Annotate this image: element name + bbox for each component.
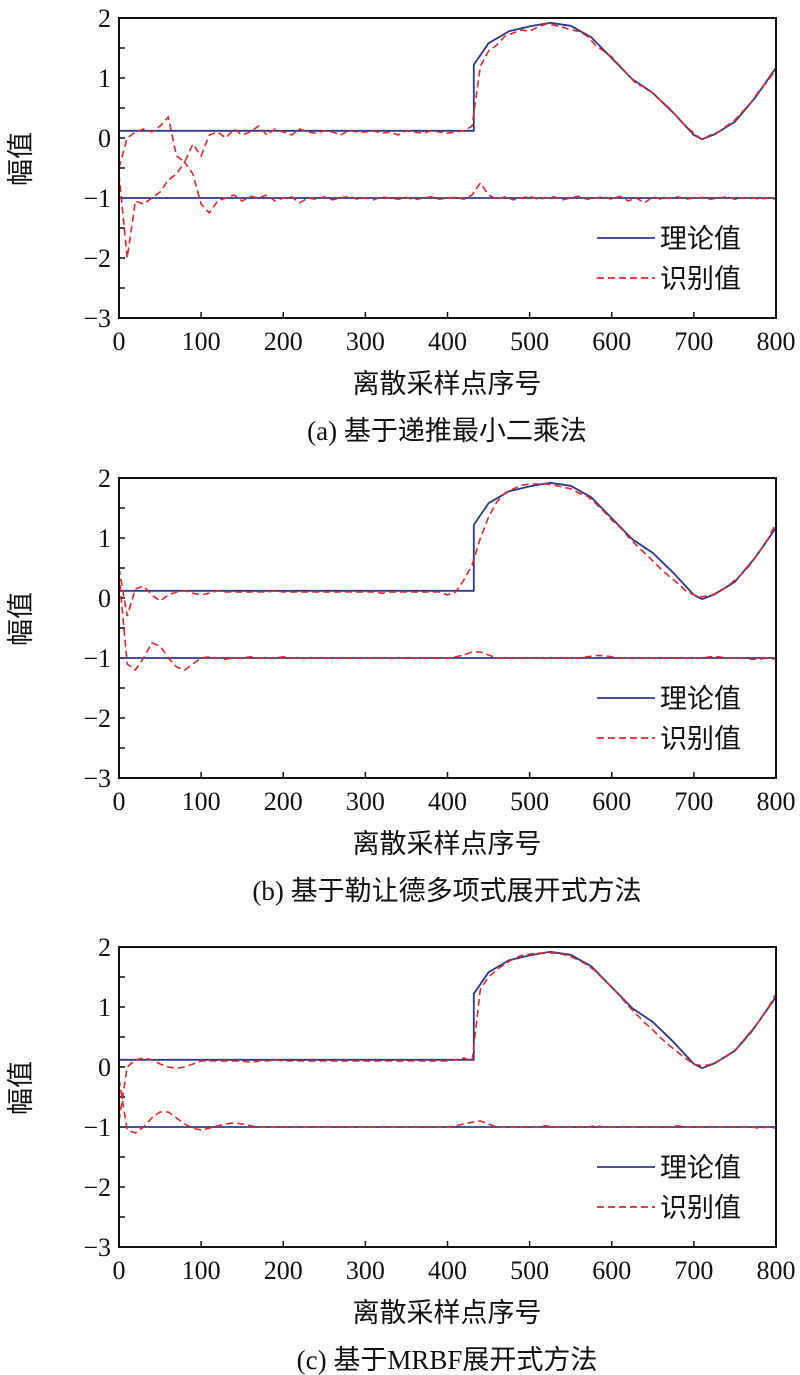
y-tick-label: 1 <box>98 993 111 1022</box>
x-tick-label: 300 <box>346 327 385 356</box>
legend-identified-label: 识别值 <box>660 724 741 754</box>
x-tick-label: 300 <box>346 787 385 816</box>
y-tick-label: −1 <box>83 184 111 213</box>
y-tick-label: −2 <box>83 1173 111 1202</box>
x-tick-label: 0 <box>113 787 126 816</box>
plot-frame <box>118 477 777 779</box>
subplot-caption: (c) 基于MRBF展开式方法 <box>297 1345 598 1375</box>
legend-theory-label: 理论值 <box>660 684 741 714</box>
y-tick-label: 1 <box>98 524 111 553</box>
legend-identified-label: 识别值 <box>660 1193 741 1223</box>
x-tick-label: 0 <box>113 1256 126 1285</box>
subplot-a: 0 100 200 300 400 500 600 700 800 2 1 0 −1 −2 −3 理论值识别值… <box>6 4 796 446</box>
subplot-b: 0 100 200 300 400 500 600 700 800 2 1 0 −1 −2 −3 理论值识别值… <box>6 464 796 906</box>
theory-upper-line <box>119 481 776 601</box>
x-tick-label: 200 <box>264 787 303 816</box>
y-tick-label: −2 <box>83 244 111 273</box>
plot-frame <box>118 17 777 319</box>
x-tick-label: 800 <box>757 787 796 816</box>
plot-frame <box>118 946 777 1248</box>
x-tick-label: 100 <box>182 327 221 356</box>
y-axis-label: 幅值 <box>6 592 36 646</box>
identified-upper-line <box>119 483 776 617</box>
subplot-caption: (b) 基于勒让德多项式展开式方法 <box>252 876 641 906</box>
x-axis-label: 离散采样点序号 <box>353 829 542 859</box>
y-tick-label: 1 <box>98 64 111 93</box>
legend-identified-label: 识别值 <box>660 264 741 294</box>
identified-lower-line <box>119 573 776 672</box>
y-tick-label: 0 <box>98 584 111 613</box>
legend-theory-label: 理论值 <box>660 1153 741 1183</box>
y-axis-label: 幅值 <box>6 132 36 186</box>
subplot-caption: (a) 基于递推最小二乘法 <box>307 416 587 446</box>
theory-upper-line <box>119 950 776 1070</box>
x-tick-label: 200 <box>264 327 303 356</box>
x-tick-label: 500 <box>510 1256 549 1285</box>
x-tick-label: 400 <box>428 1256 467 1285</box>
x-tick-label: 100 <box>182 787 221 816</box>
identified-lower-line <box>119 1078 776 1134</box>
x-tick-label: 400 <box>428 327 467 356</box>
x-axis-label: 离散采样点序号 <box>353 369 542 399</box>
x-tick-label: 600 <box>592 787 631 816</box>
y-tick-label: −3 <box>83 1233 111 1262</box>
theory-upper-line <box>119 21 776 141</box>
subplot-c: 0 100 200 300 400 500 600 700 800 2 1 0 −1 −2 −3 理论值识别值… <box>6 933 796 1375</box>
x-tick-label: 800 <box>757 1256 796 1285</box>
x-tick-label: 300 <box>346 1256 385 1285</box>
y-tick-label: −1 <box>83 644 111 673</box>
y-tick-label: 2 <box>98 4 111 33</box>
x-tick-label: 600 <box>592 327 631 356</box>
legend-theory-label: 理论值 <box>660 224 741 254</box>
x-tick-label: 700 <box>674 787 713 816</box>
x-tick-label: 600 <box>592 1256 631 1285</box>
identified-upper-line <box>119 23 776 169</box>
series-group <box>119 481 776 672</box>
y-tick-label: −3 <box>83 764 111 793</box>
y-tick-label: −1 <box>83 1113 111 1142</box>
y-axis-label: 幅值 <box>6 1061 36 1115</box>
x-tick-label: 0 <box>113 327 126 356</box>
x-tick-label: 400 <box>428 787 467 816</box>
x-tick-label: 100 <box>182 1256 221 1285</box>
x-tick-label: 200 <box>264 1256 303 1285</box>
x-tick-label: 700 <box>674 327 713 356</box>
y-tick-label: 2 <box>98 933 111 962</box>
identified-upper-line <box>119 952 776 1122</box>
series-group <box>119 21 776 259</box>
x-tick-label: 800 <box>757 327 796 356</box>
x-tick-label: 500 <box>510 787 549 816</box>
x-tick-label: 700 <box>674 1256 713 1285</box>
y-tick-label: −3 <box>83 304 111 333</box>
y-tick-label: 0 <box>98 1053 111 1082</box>
y-tick-label: −2 <box>83 704 111 733</box>
x-tick-label: 500 <box>510 327 549 356</box>
x-axis-label: 离散采样点序号 <box>353 1298 542 1328</box>
y-tick-label: 0 <box>98 124 111 153</box>
series-group <box>119 950 776 1134</box>
y-tick-label: 2 <box>98 464 111 493</box>
identified-lower-line <box>119 160 776 259</box>
